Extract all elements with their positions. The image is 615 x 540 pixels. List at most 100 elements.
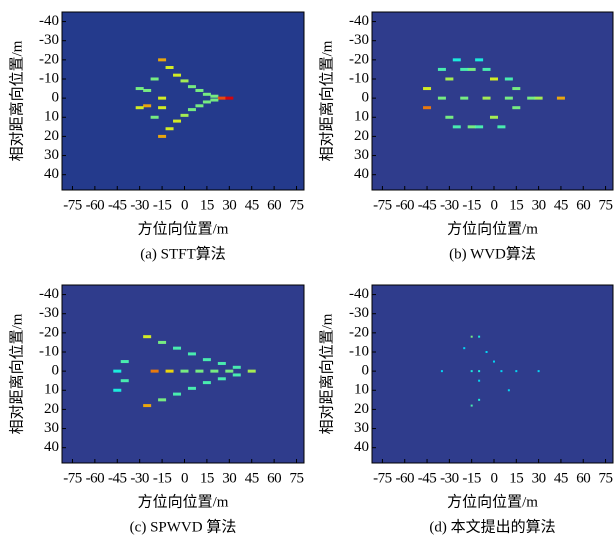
- scatterer: [504, 96, 513, 100]
- plot-frame: [61, 11, 305, 191]
- x-tick-label: 75: [290, 197, 304, 213]
- scatterer: [470, 370, 473, 373]
- y-tick-label: -20: [39, 324, 59, 340]
- scatterer: [504, 77, 513, 81]
- scatterer: [467, 67, 476, 71]
- y-tick-label: 20: [44, 401, 59, 417]
- y-tick-label: 30: [44, 147, 59, 163]
- y-tick-label: 40: [44, 166, 59, 182]
- scatterer: [210, 98, 219, 102]
- scatterer: [527, 96, 536, 100]
- x-axis-label: 方位向位置/m: [447, 220, 538, 237]
- caption: (c) SPWVD 算法: [130, 517, 237, 535]
- scatterer: [143, 404, 152, 408]
- x-tick-label: -30: [130, 197, 149, 213]
- scatterer: [489, 115, 498, 119]
- scatterer: [452, 125, 461, 129]
- x-tick-label: 30: [532, 470, 546, 486]
- scatterer: [445, 115, 454, 119]
- y-tick-label: 0: [52, 90, 60, 106]
- scatterer: [475, 58, 484, 62]
- x-tick-label: -60: [86, 470, 105, 486]
- scatterer: [113, 369, 122, 373]
- scatterer: [165, 127, 174, 131]
- y-tick-label: 40: [354, 166, 369, 182]
- caption: (a) STFT算法: [140, 244, 225, 262]
- x-tick-label: 15: [200, 197, 214, 213]
- scatterer: [515, 370, 518, 373]
- scatterer: [150, 77, 159, 81]
- x-tick-label: 30: [532, 197, 546, 213]
- scatterer: [217, 377, 226, 381]
- scatterer: [202, 358, 211, 362]
- y-axis-label: 相对距离向位置/m: [318, 313, 335, 434]
- scatterer: [187, 352, 196, 356]
- scatterer: [225, 96, 234, 100]
- y-tick-label: 0: [52, 363, 60, 379]
- scatterer: [158, 134, 167, 138]
- caption: (d) 本文提出的算法: [429, 517, 555, 535]
- scatterer: [150, 369, 159, 373]
- y-axis-label: 相对距离向位置/m: [8, 40, 25, 161]
- x-tick-label: 60: [576, 197, 590, 213]
- y-tick-label: 20: [354, 401, 369, 417]
- x-tick-label: -45: [108, 197, 127, 213]
- x-tick-label: -75: [373, 197, 392, 213]
- y-tick-label: 0: [362, 363, 370, 379]
- scatterer: [158, 58, 167, 62]
- x-tick-label: -45: [418, 470, 437, 486]
- scatterer: [165, 369, 174, 373]
- y-tick-label: 20: [354, 128, 369, 144]
- x-axis-label: 方位向位置/m: [447, 493, 538, 510]
- scatterer: [478, 379, 481, 382]
- scatterer: [210, 94, 219, 98]
- scatterer: [423, 87, 432, 91]
- y-tick-label: 10: [44, 382, 59, 398]
- scatterer: [173, 73, 182, 77]
- y-tick-label: 40: [44, 439, 59, 455]
- scatterer: [202, 92, 211, 96]
- scatterer: [482, 96, 491, 100]
- scatterer: [467, 125, 476, 129]
- x-tick-label: 15: [200, 470, 214, 486]
- x-tick-label: 60: [267, 470, 281, 486]
- x-tick-label: 0: [490, 470, 497, 486]
- x-tick-label: -30: [130, 470, 149, 486]
- scatterer: [232, 365, 241, 369]
- y-tick-label: -10: [39, 70, 59, 86]
- scatterer: [187, 108, 196, 112]
- scatterer: [507, 389, 510, 392]
- scatterer: [187, 386, 196, 390]
- plot-background: [372, 285, 613, 463]
- x-tick-label: -60: [395, 470, 414, 486]
- x-axis-label: 方位向位置/m: [138, 493, 229, 510]
- x-tick-label: 75: [290, 470, 304, 486]
- y-axis-label: 相对距离向位置/m: [318, 40, 335, 161]
- scatterer: [482, 67, 491, 71]
- y-tick-label: -30: [39, 305, 59, 321]
- scatterer: [135, 106, 144, 110]
- scatterer: [173, 119, 182, 123]
- scatterer: [452, 58, 461, 62]
- scatterer: [440, 370, 443, 373]
- scatterer: [512, 87, 521, 91]
- scatterer: [225, 369, 234, 373]
- scatterer: [470, 404, 473, 407]
- x-tick-label: -75: [63, 470, 82, 486]
- scatterer: [217, 96, 226, 100]
- y-tick-label: 0: [362, 90, 370, 106]
- y-tick-label: 20: [44, 128, 59, 144]
- scatterer: [143, 335, 152, 339]
- y-tick-label: -40: [349, 286, 369, 302]
- scatterer: [556, 96, 565, 100]
- x-tick-label: -15: [153, 197, 172, 213]
- x-tick-label: 0: [181, 470, 188, 486]
- scatterer: [534, 96, 543, 100]
- x-tick-label: 15: [509, 197, 523, 213]
- plot-frame: [61, 284, 305, 464]
- plot-background: [62, 12, 304, 190]
- scatterer: [195, 369, 204, 373]
- x-tick-label: -75: [373, 470, 392, 486]
- scatterer: [470, 335, 473, 338]
- scatterer: [500, 370, 503, 373]
